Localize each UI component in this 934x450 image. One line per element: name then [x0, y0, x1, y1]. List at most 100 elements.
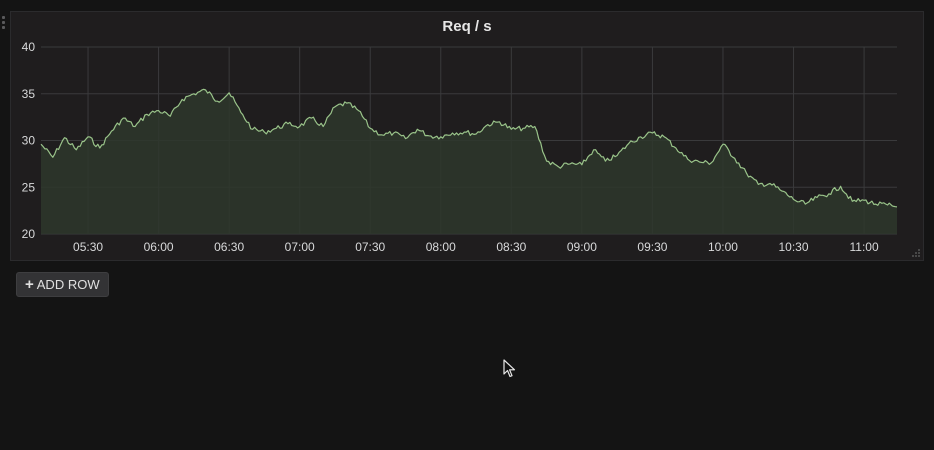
data-point [710, 162, 712, 164]
data-point [852, 201, 854, 203]
data-point [781, 190, 783, 192]
data-point [875, 203, 877, 205]
x-tick-label: 07:00 [285, 240, 315, 254]
x-tick-label: 11:00 [850, 240, 879, 254]
x-tick-label: 08:00 [426, 240, 456, 254]
data-point [475, 133, 477, 135]
y-tick-label: 25 [22, 180, 36, 194]
y-tick-label: 35 [22, 87, 36, 101]
x-tick-label: 10:00 [708, 240, 738, 254]
data-point [205, 89, 207, 91]
y-tick-label: 30 [22, 134, 36, 148]
row-drag-handle-icon[interactable] [2, 16, 8, 30]
y-tick-label: 20 [22, 227, 36, 241]
data-point [134, 126, 136, 128]
x-tick-label: 08:30 [496, 240, 526, 254]
series-area-fill [41, 89, 897, 234]
data-point [217, 100, 219, 102]
mouse-cursor-icon [503, 359, 516, 378]
y-tick-label: 40 [22, 40, 36, 54]
data-point [440, 136, 442, 138]
x-tick-label: 10:30 [779, 240, 809, 254]
data-point [675, 147, 677, 149]
panel-title[interactable]: Req / s [442, 18, 492, 35]
data-point [146, 114, 148, 116]
data-point [581, 164, 583, 166]
data-point [816, 197, 818, 199]
data-point [99, 147, 101, 149]
data-point [805, 203, 807, 205]
data-point [687, 158, 689, 160]
data-point [40, 143, 42, 145]
data-point [381, 134, 383, 136]
data-point [369, 128, 371, 130]
data-point [393, 132, 395, 134]
data-point [452, 132, 454, 134]
req-per-second-chart: 20 25 30 35 40 05:30 06:00 06:30 07:00 07:30 08:00… [22, 40, 898, 254]
data-point [287, 123, 289, 125]
data-point [299, 126, 301, 128]
data-point [64, 137, 66, 139]
data-point [887, 204, 889, 206]
data-point [346, 102, 348, 104]
data-point [111, 130, 113, 132]
series-line [40, 88, 898, 208]
add-row-label: ADD ROW [36, 277, 100, 292]
data-point [193, 93, 195, 95]
data-point [628, 143, 630, 145]
data-point [275, 128, 277, 130]
data-point [487, 124, 489, 126]
data-point [417, 129, 419, 131]
data-point [522, 128, 524, 130]
plus-icon: + [25, 276, 34, 293]
x-tick-label: 09:30 [637, 240, 667, 254]
data-point [228, 92, 230, 94]
x-tick-label: 09:00 [567, 240, 597, 254]
data-point [558, 166, 560, 168]
data-point [252, 129, 254, 131]
data-point [464, 131, 466, 133]
data-point [123, 117, 125, 119]
data-point [605, 160, 607, 162]
data-point [181, 99, 183, 101]
data-point [734, 158, 736, 160]
data-point [76, 149, 78, 151]
graph-panel[interactable]: Req / s 20 25 30 35 40 05:30 06:00 06:30 07:00 07… [10, 11, 924, 261]
data-point [640, 136, 642, 138]
x-tick-label: 06:30 [214, 240, 244, 254]
data-point [170, 115, 172, 117]
data-point [652, 132, 654, 134]
data-point [769, 183, 771, 185]
data-point [158, 110, 160, 112]
data-point [499, 121, 501, 123]
data-point [511, 129, 513, 131]
x-tick-label: 06:00 [144, 240, 174, 254]
x-tick-label: 05:30 [73, 240, 103, 254]
x-tick-label: 07:30 [355, 240, 385, 254]
data-point [863, 200, 865, 202]
data-point [663, 136, 665, 138]
data-point [896, 206, 898, 208]
data-point [334, 106, 336, 108]
data-point [311, 117, 313, 119]
data-point [52, 157, 54, 159]
data-point [405, 138, 407, 140]
data-point [534, 126, 536, 128]
data-point [264, 131, 266, 133]
data-point [240, 112, 242, 114]
data-point [87, 136, 89, 138]
panel-resize-handle-icon[interactable] [911, 248, 921, 258]
data-point [758, 184, 760, 186]
data-point [546, 160, 548, 162]
data-point [840, 186, 842, 188]
data-point [593, 149, 595, 151]
add-row-button[interactable]: + ADD ROW [16, 272, 109, 297]
data-point [746, 172, 748, 174]
data-point [322, 126, 324, 128]
data-point [793, 199, 795, 201]
data-point [722, 143, 724, 145]
data-point [358, 110, 360, 112]
data-point [616, 155, 618, 157]
data-point [428, 135, 430, 137]
